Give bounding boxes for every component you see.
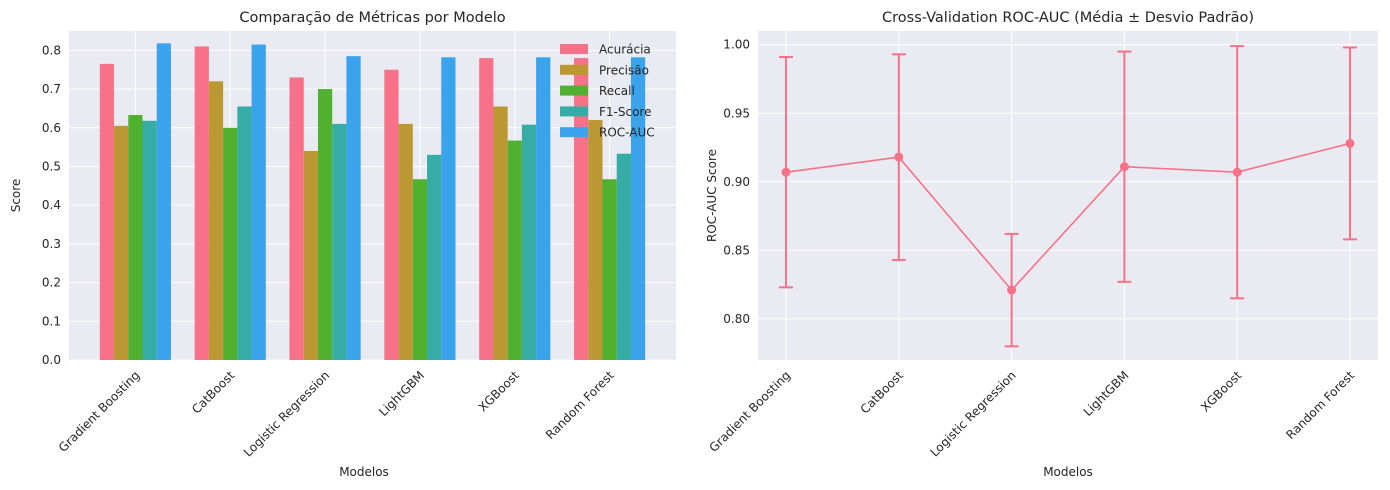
bar-recall <box>317 89 333 360</box>
bar-precis-o <box>208 81 224 360</box>
bar-chart-y-label: Score <box>9 179 23 213</box>
cv-chart-y-tick-label: 0.85 <box>723 243 750 257</box>
bar-chart-x-label: Modelos <box>339 465 389 479</box>
bar-acur-cia <box>574 58 589 360</box>
cv-mean-point <box>781 167 791 177</box>
cv-chart-x-tick-label: Logistic Regression <box>927 368 1018 459</box>
bar-precis-o <box>493 106 508 360</box>
cv-roc-auc-chart: 0.80 0.85 0.90 0.95 1.00 Gradient Boosting Ca… <box>705 10 1378 479</box>
bar-roc-auc <box>156 43 171 360</box>
bar-chart-y-tick-label: 0.1 <box>42 314 61 328</box>
bar-chart-bars <box>99 43 646 361</box>
cv-chart-x-ticks: Gradient Boosting CatBoost Logistic Regres… <box>707 368 1358 460</box>
bar-chart-y-tick-label: 0.6 <box>42 121 61 135</box>
legend-swatch <box>560 127 588 138</box>
legend-label: Acurácia <box>599 43 651 57</box>
bar-recall <box>128 114 143 361</box>
legend-label: Precisão <box>599 63 649 77</box>
cv-mean-point <box>894 152 904 162</box>
bar-chart-y-tick-label: 0.7 <box>42 82 61 96</box>
legend-swatch <box>560 44 588 54</box>
bar-chart-y-tick-label: 0.3 <box>42 237 61 251</box>
cv-chart-plot-area <box>758 31 1378 360</box>
bar-acur-cia <box>194 46 209 360</box>
cv-mean-point <box>1232 167 1242 177</box>
bar-chart-x-tick-label: Gradient Boosting <box>56 368 143 455</box>
cv-chart-y-tick-label: 1.00 <box>723 38 750 52</box>
bar-recall <box>223 127 238 360</box>
bar-chart-y-tick-label: 0.4 <box>42 198 61 212</box>
cv-chart-title: Cross-Validation ROC-AUC (Média ± Desvio… <box>882 10 1254 26</box>
bar-precis-o <box>303 150 318 360</box>
cv-chart-x-tick-label: Random Forest <box>1283 368 1357 442</box>
bar-chart-x-tick-label: Logistic Regression <box>241 368 332 459</box>
bar-f1-score <box>521 124 537 360</box>
bar-roc-auc <box>630 57 646 360</box>
cv-chart-x-tick-label: XGBoost <box>1198 368 1244 414</box>
cv-chart-x-tick-label: Gradient Boosting <box>707 368 794 455</box>
bar-recall <box>602 179 617 360</box>
bar-f1-score <box>142 120 157 361</box>
cv-chart-y-tick-label: 0.80 <box>723 312 750 326</box>
bar-precis-o <box>114 125 129 361</box>
bar-chart-legend: Acurácia Precisão Recall F1-Score ROC-AUC <box>560 43 655 140</box>
cv-mean-point <box>1119 162 1129 172</box>
bar-chart-y-tick-label: 0.0 <box>42 353 61 367</box>
bar-acur-cia <box>99 63 115 361</box>
cv-chart-y-tick-label: 0.90 <box>723 175 750 189</box>
bar-roc-auc <box>441 57 456 360</box>
bar-chart-y-ticks: 0.0 0.1 0.2 0.3 0.4 0.5 0.6 0.7 0.8 <box>42 43 61 367</box>
bar-chart-x-ticks: Gradient Boosting CatBoost Logistic Regres… <box>56 368 617 460</box>
bar-f1-score <box>616 153 631 360</box>
bar-roc-auc <box>536 57 551 360</box>
legend-swatch <box>560 85 588 96</box>
bar-chart-y-tick-label: 0.5 <box>42 159 61 173</box>
cv-chart-x-tick-label: CatBoost <box>858 368 907 417</box>
cv-chart-y-label: ROC-AUC Score <box>705 149 719 242</box>
metrics-bar-chart: 0.0 0.1 0.2 0.3 0.4 0.5 0.6 0.7 0.8 Gradient Boo… <box>9 10 676 479</box>
bar-chart-y-tick-label: 0.8 <box>42 43 61 57</box>
bar-acur-cia <box>384 69 399 361</box>
bar-recall <box>412 179 428 360</box>
cv-mean-point <box>1345 138 1355 148</box>
bar-precis-o <box>588 120 603 360</box>
bar-chart-x-tick-label: Random Forest <box>543 368 617 442</box>
cv-chart-series <box>779 45 1357 348</box>
bar-f1-score <box>427 154 442 360</box>
legend-label: F1-Score <box>599 105 651 119</box>
bar-recall <box>507 140 522 360</box>
bar-f1-score <box>332 123 347 360</box>
legend-swatch <box>560 64 588 75</box>
cv-mean-line <box>785 142 1351 292</box>
legend-swatch <box>560 106 588 117</box>
bar-acur-cia <box>289 77 304 361</box>
bar-f1-score <box>237 106 252 360</box>
bar-chart-x-tick-label: XGBoost <box>476 368 522 414</box>
legend-label: ROC-AUC <box>599 126 655 140</box>
cv-chart-y-tick-label: 0.95 <box>723 106 750 120</box>
bar-precis-o <box>398 123 413 360</box>
bar-chart-x-tick-label: LightGBM <box>376 368 427 419</box>
bar-chart-x-tick-label: CatBoost <box>189 368 238 417</box>
cv-chart-y-ticks: 0.80 0.85 0.90 0.95 1.00 <box>723 38 750 326</box>
legend-label: Recall <box>599 84 635 98</box>
cv-chart-x-label: Modelos <box>1043 465 1093 479</box>
cv-mean-point <box>1007 285 1017 295</box>
bar-roc-auc <box>346 56 361 361</box>
cv-chart-x-tick-label: LightGBM <box>1081 368 1132 419</box>
bar-chart-title: Comparação de Métricas por Modelo <box>239 10 505 26</box>
bar-roc-auc <box>251 44 266 360</box>
bar-chart-y-tick-label: 0.2 <box>42 276 61 290</box>
bar-acur-cia <box>479 58 494 360</box>
